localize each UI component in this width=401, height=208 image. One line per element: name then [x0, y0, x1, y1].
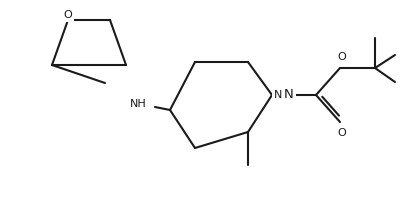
Text: O: O: [337, 52, 346, 62]
Text: O: O: [63, 10, 72, 20]
Text: N: N: [283, 88, 293, 102]
Text: NH: NH: [130, 99, 146, 109]
Text: N: N: [273, 90, 282, 100]
Text: O: O: [337, 128, 346, 138]
